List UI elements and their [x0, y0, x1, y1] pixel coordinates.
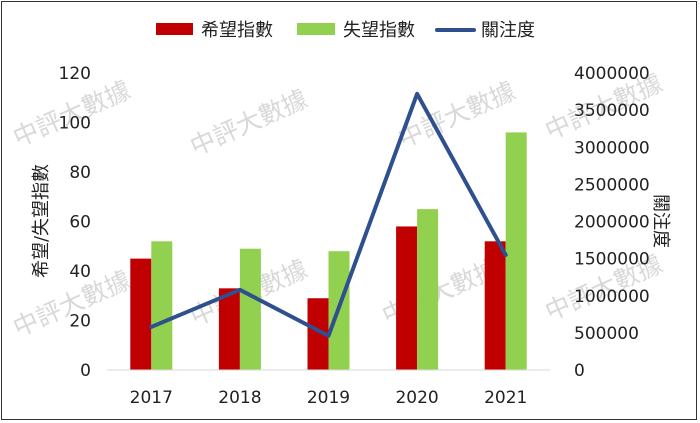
disappointment-bar-2021	[505, 132, 527, 370]
legend: 希望指數 失望指數 關注度	[156, 20, 535, 41]
hope-bar-2019	[307, 298, 329, 370]
hope-bar-2017	[130, 258, 152, 370]
attention-point-2018	[238, 288, 242, 292]
left-axis-ticks: 0 20 40 60 80 100 120	[59, 64, 91, 381]
legend-hope-swatch	[156, 23, 193, 35]
legend-disappointment-label: 失望指數	[343, 20, 415, 41]
hope-bar-2018	[218, 288, 240, 370]
left-axis-tick-label: 80	[69, 163, 91, 183]
legend-attention-label: 關注度	[481, 20, 535, 41]
right-axis-tick-label: 1500000	[574, 250, 650, 270]
right-axis-tick-label: 3000000	[574, 138, 650, 158]
left-axis-tick-label: 40	[69, 262, 91, 282]
left-axis-title: 希望/失望指數	[31, 164, 52, 278]
attention-point-2019	[327, 334, 330, 338]
watermark-text: 中評大數據	[394, 76, 520, 153]
bars	[130, 132, 527, 370]
watermark-text: 中評大數據	[186, 84, 312, 161]
right-axis-ticks: 0 500000 1000000 1500000 2000000 2500000 30000…	[574, 64, 650, 381]
hope-bar-2021	[484, 241, 506, 370]
right-axis-tick-label: 2500000	[574, 175, 650, 195]
left-axis-tick-label: 60	[69, 213, 91, 233]
right-axis-tick-label: 2000000	[574, 213, 650, 233]
hope-bar-2020	[396, 226, 418, 370]
attention-line-series	[149, 91, 508, 338]
right-axis-tick-label: 0	[574, 361, 585, 381]
x-axis-label-2019: 2019	[307, 388, 350, 408]
attention-point-2020	[415, 92, 419, 96]
disappointment-bar-2020	[417, 209, 439, 370]
attention-point-2017	[149, 325, 153, 329]
left-axis-tick-label: 20	[69, 312, 91, 332]
right-axis-tick-label: 4000000	[574, 64, 650, 84]
x-axis-label-2021: 2021	[484, 388, 527, 408]
legend-disappointment-swatch	[297, 23, 335, 35]
left-axis-tick-label: 0	[80, 361, 91, 381]
attention-point-2021	[504, 253, 508, 257]
legend-hope-label: 希望指數	[201, 20, 273, 41]
right-axis-tick-label: 1000000	[574, 287, 650, 307]
x-axis-label-2018: 2018	[218, 388, 261, 408]
x-axis-labels: 2017 2018 2019 2020 2021	[130, 388, 528, 408]
right-axis-tick-label: 3500000	[574, 101, 650, 121]
disappointment-bar-2018	[239, 248, 261, 370]
right-axis-tick-label: 500000	[574, 324, 639, 344]
x-axis-label-2020: 2020	[395, 388, 438, 408]
left-axis-tick-label: 120	[59, 64, 91, 84]
left-axis-tick-label: 100	[59, 114, 91, 134]
x-axis-label-2017: 2017	[130, 388, 173, 408]
right-axis-title: 關注度	[650, 194, 671, 248]
disappointment-bar-2017	[151, 241, 173, 370]
